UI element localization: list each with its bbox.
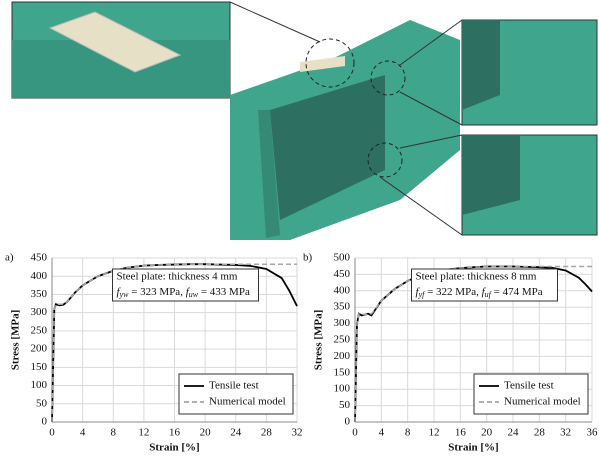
annotation-part: = 322 MPa, bbox=[424, 286, 481, 298]
x-tick-label: 28 bbox=[534, 427, 546, 439]
y-tick-label: 150 bbox=[334, 366, 351, 378]
x-tick-label: 12 bbox=[138, 427, 149, 439]
y-tick-label: 450 bbox=[334, 268, 351, 280]
x-tick-label: 4 bbox=[379, 427, 385, 439]
zoom-line bbox=[230, 2, 320, 42]
y-tick-label: 400 bbox=[334, 284, 351, 296]
annotation-text: Steel plate: thickness 4 mm bbox=[117, 271, 238, 283]
x-tick-label: 32 bbox=[292, 427, 303, 439]
legend-label: Tensile test bbox=[504, 380, 554, 392]
y-axis-title: Stress [MPa] bbox=[10, 310, 22, 371]
y-tick-label: 300 bbox=[334, 317, 351, 329]
y-tick-label: 500 bbox=[334, 252, 351, 264]
x-tick-label: 0 bbox=[49, 427, 55, 439]
fe-model-illustration bbox=[12, 2, 597, 240]
y-tick-label: 100 bbox=[31, 379, 48, 391]
y-tick-label: 400 bbox=[31, 270, 48, 282]
figure: a)05010015020025030035040045004812162024… bbox=[0, 0, 599, 465]
x-tick-label: 36 bbox=[587, 427, 599, 439]
y-tick-label: 200 bbox=[31, 343, 48, 355]
annotation-part: = 433 MPa bbox=[198, 286, 250, 298]
zoom-line bbox=[380, 177, 462, 235]
inset-shade bbox=[462, 20, 500, 110]
x-tick-label: 8 bbox=[405, 427, 411, 439]
panel-label: b) bbox=[303, 252, 313, 264]
panel-label: a) bbox=[5, 252, 14, 264]
x-tick-label: 4 bbox=[80, 427, 86, 439]
x-tick-label: 32 bbox=[560, 427, 571, 439]
y-tick-label: 50 bbox=[339, 399, 351, 411]
y-tick-label: 350 bbox=[334, 301, 351, 313]
x-tick-label: 16 bbox=[455, 427, 467, 439]
legend-label: Numerical model bbox=[209, 396, 286, 408]
x-axis-title: Strain [%] bbox=[149, 442, 199, 454]
y-tick-label: 300 bbox=[31, 306, 48, 318]
annotation-text: fyf = 322 MPa, fuf = 474 MPa bbox=[416, 286, 543, 299]
y-tick-label: 0 bbox=[42, 416, 48, 428]
x-tick-label: 8 bbox=[111, 427, 117, 439]
annotation-text: Steel plate: thickness 8 mm bbox=[416, 271, 537, 283]
x-tick-label: 28 bbox=[261, 427, 273, 439]
x-tick-label: 20 bbox=[481, 427, 493, 439]
y-tick-label: 50 bbox=[36, 397, 48, 409]
y-tick-label: 450 bbox=[31, 252, 48, 264]
y-tick-label: 350 bbox=[31, 288, 48, 300]
legend-label: Tensile test bbox=[209, 380, 259, 392]
y-tick-label: 250 bbox=[334, 334, 351, 346]
y-tick-label: 0 bbox=[345, 416, 351, 428]
y-tick-label: 150 bbox=[31, 361, 48, 373]
x-tick-label: 12 bbox=[429, 427, 440, 439]
y-tick-label: 200 bbox=[334, 350, 351, 362]
x-tick-label: 24 bbox=[508, 427, 520, 439]
y-tick-label: 100 bbox=[334, 383, 351, 395]
x-axis-title: Strain [%] bbox=[448, 442, 498, 454]
annotation-part: = 323 MPa, bbox=[128, 286, 185, 298]
y-tick-label: 250 bbox=[31, 324, 48, 336]
legend-label: Numerical model bbox=[504, 396, 581, 408]
x-tick-label: 16 bbox=[169, 427, 181, 439]
x-tick-label: 0 bbox=[352, 427, 358, 439]
y-axis-title: Stress [MPa] bbox=[313, 310, 325, 371]
x-tick-label: 20 bbox=[200, 427, 212, 439]
annotation-text: fyw = 323 MPa, fuw = 433 MPa bbox=[117, 286, 250, 299]
annotation-part: = 474 MPa bbox=[491, 286, 543, 298]
x-tick-label: 24 bbox=[230, 427, 242, 439]
